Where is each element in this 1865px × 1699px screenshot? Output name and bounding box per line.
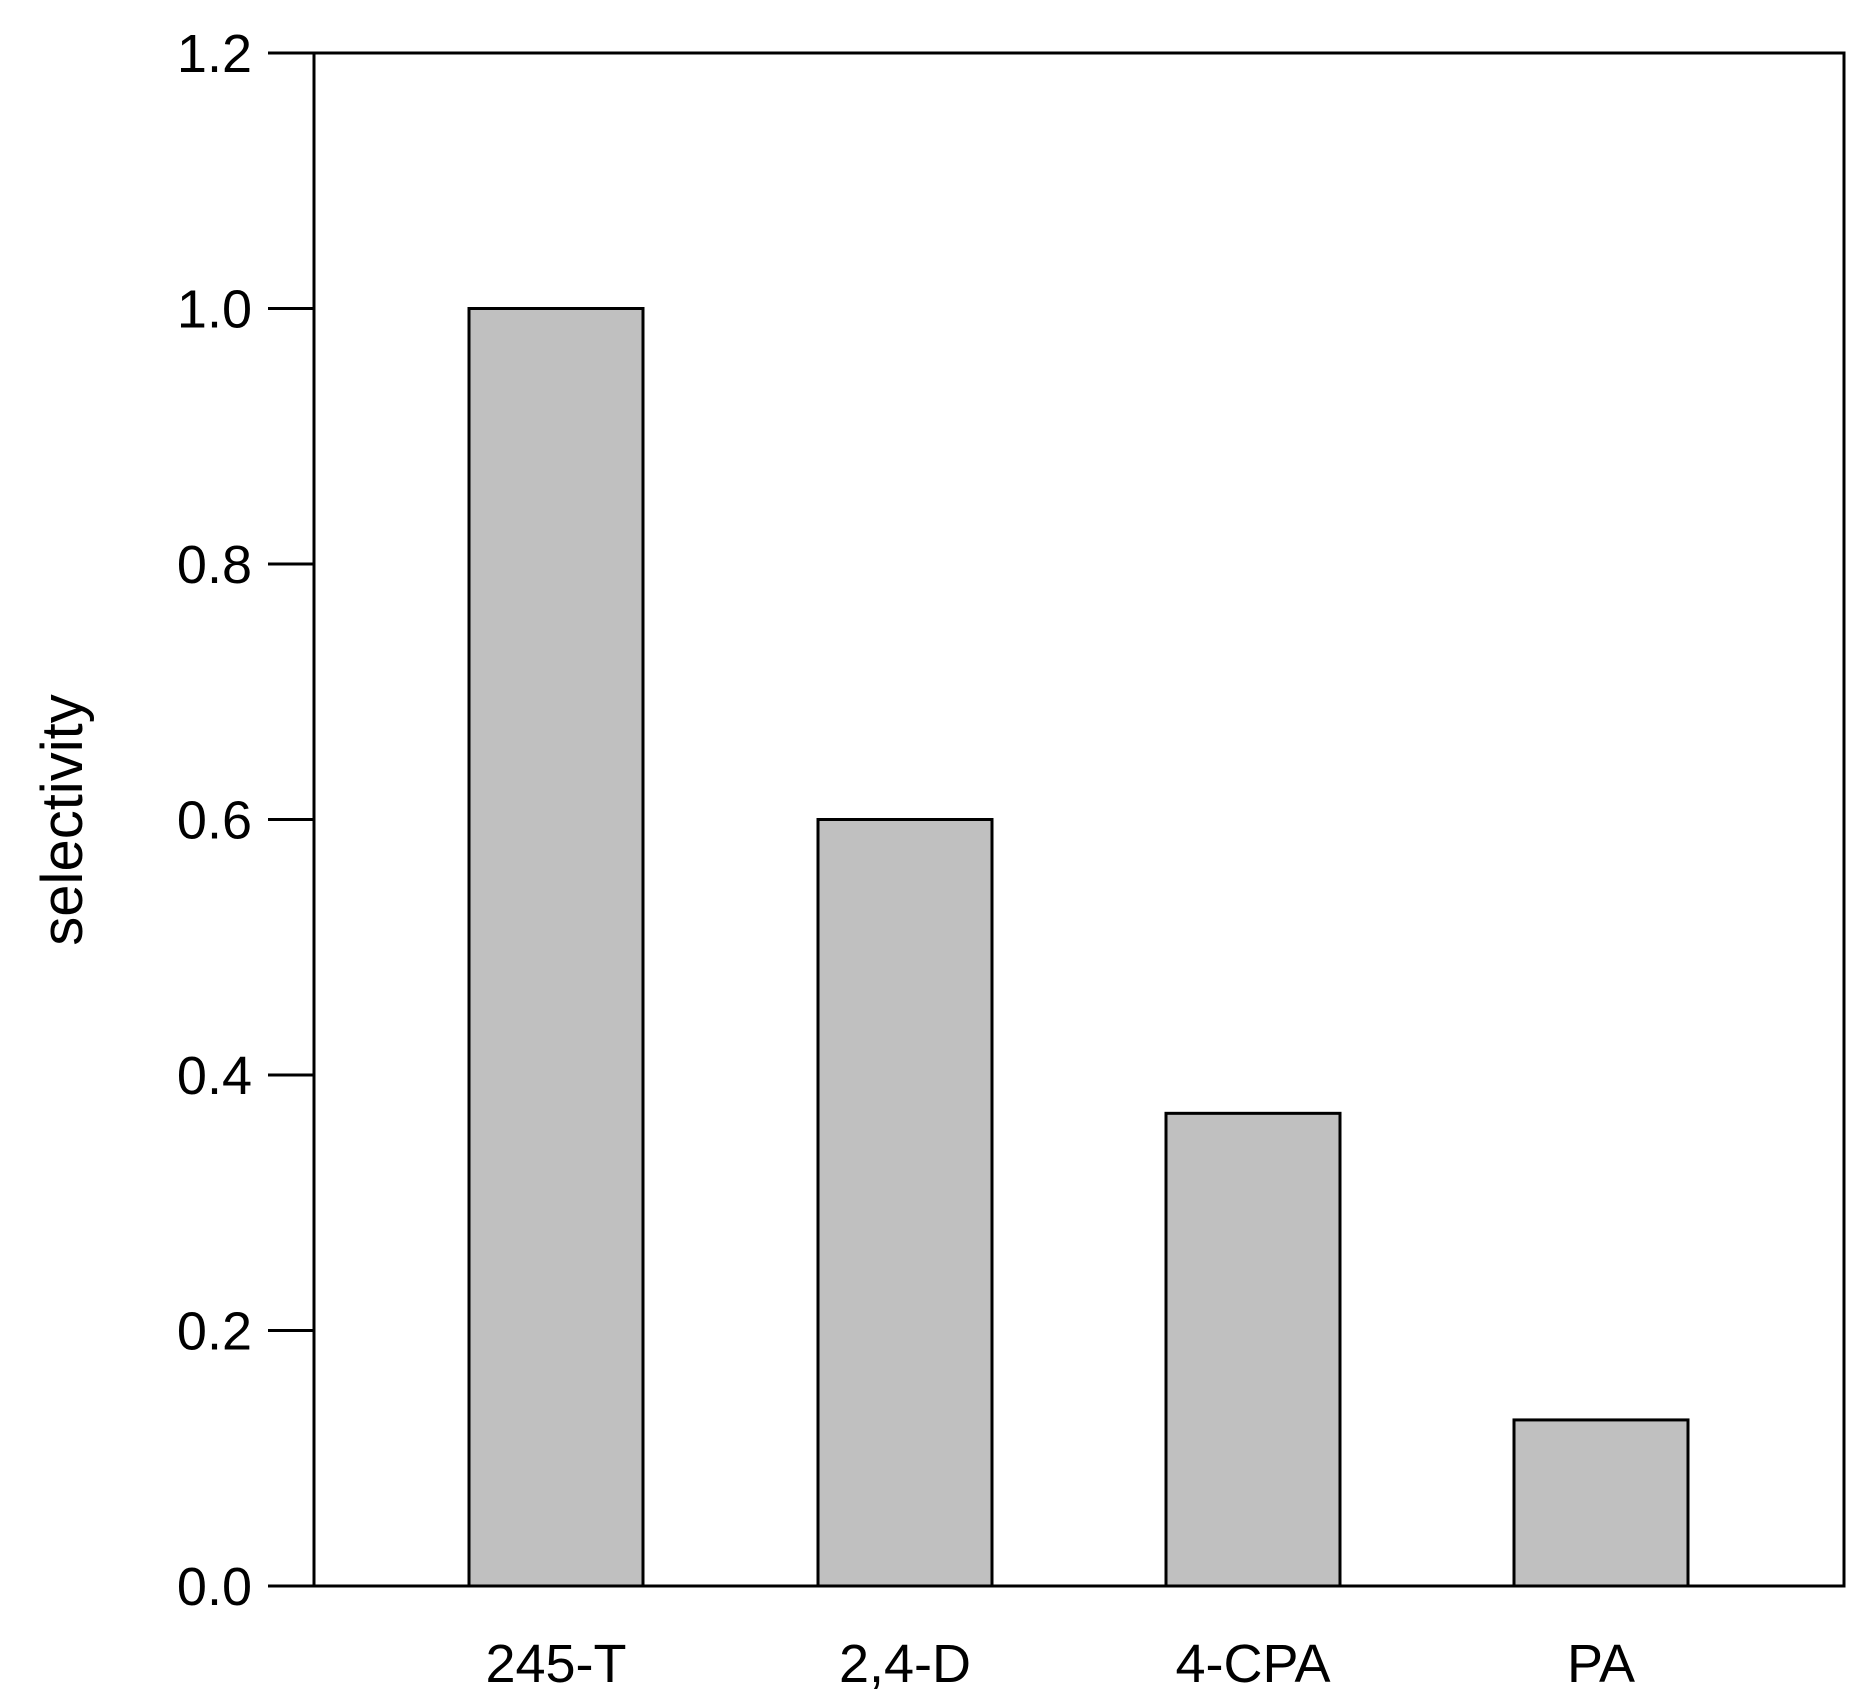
- y-tick-label: 1.0: [177, 280, 252, 340]
- y-tick-label: 1.2: [177, 24, 252, 84]
- y-tick-label: 0.0: [177, 1557, 252, 1617]
- y-tick-label: 0.6: [177, 791, 252, 851]
- bar-0: [467, 307, 645, 1588]
- bars-layer: [467, 307, 1690, 1588]
- y-tick-label: 0.2: [177, 1302, 252, 1362]
- bar-3: [1512, 1418, 1690, 1588]
- y-axis-ticks: 0.0 0.2 0.4 0.6 0.8 1.0 1.2: [177, 24, 314, 1617]
- y-tick-label: 0.4: [177, 1046, 252, 1106]
- x-category-label: 2,4-D: [839, 1634, 971, 1694]
- y-axis-label: selectivity: [30, 694, 95, 945]
- bar-2: [1164, 1111, 1342, 1588]
- x-axis-labels: 245-T 2,4-D 4-CPA PA: [485, 1634, 1635, 1694]
- bar-1: [816, 818, 994, 1588]
- x-category-label: 245-T: [485, 1634, 626, 1694]
- y-tick-label: 0.8: [177, 535, 252, 595]
- x-category-label: 4-CPA: [1175, 1634, 1330, 1694]
- x-category-label: PA: [1567, 1634, 1635, 1694]
